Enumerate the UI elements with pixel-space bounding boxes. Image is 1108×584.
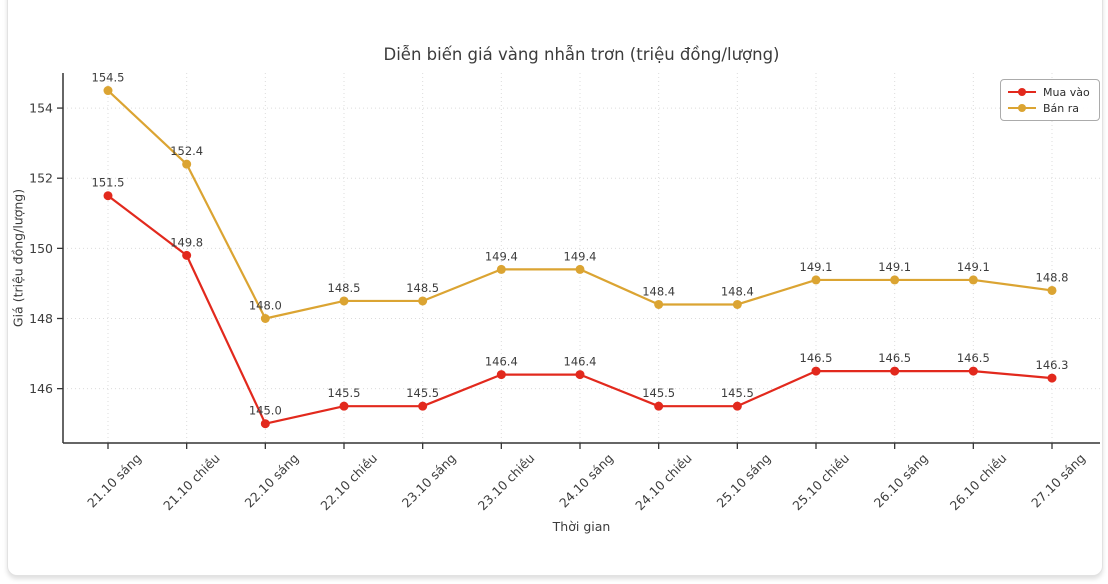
x-tick-label: 24.10 sáng <box>556 451 616 511</box>
x-tick-label: 25.10 chiều <box>789 451 852 514</box>
x-tick-label: 21.10 sáng <box>84 451 144 511</box>
x-tick-label: 23.10 sáng <box>399 451 459 511</box>
data-point-mua-vao <box>575 370 585 380</box>
y-tick-label: 154 <box>29 101 53 116</box>
data-point-ban-ra <box>339 296 349 306</box>
x-axis-title: Thời gian <box>552 519 611 534</box>
data-label-mua-vao: 146.5 <box>878 351 911 365</box>
data-point-mua-vao <box>182 250 192 260</box>
data-label-ban-ra: 152.4 <box>170 144 203 158</box>
data-label-ban-ra: 148.8 <box>1036 270 1069 284</box>
x-tick-label: 26.10 sáng <box>871 451 931 511</box>
data-point-mua-vao <box>654 401 664 411</box>
data-label-mua-vao: 149.8 <box>170 235 203 249</box>
legend-label-ban-ra: Bán ra <box>1043 101 1080 115</box>
data-point-ban-ra <box>103 86 113 96</box>
legend-line-sample-mua-vao <box>1008 88 1036 96</box>
data-label-ban-ra: 149.4 <box>485 249 518 263</box>
data-point-mua-vao <box>890 366 900 376</box>
data-point-mua-vao <box>418 401 428 411</box>
data-label-ban-ra: 148.0 <box>249 298 282 312</box>
data-point-mua-vao <box>811 366 821 376</box>
data-point-ban-ra <box>418 296 428 306</box>
chart-card <box>7 0 1103 576</box>
data-label-mua-vao: 145.5 <box>642 386 675 400</box>
data-point-ban-ra <box>732 299 742 309</box>
data-label-mua-vao: 145.0 <box>249 404 282 418</box>
legend-label-mua-vao: Mua vào <box>1043 85 1090 99</box>
data-label-mua-vao: 145.5 <box>328 386 361 400</box>
data-label-ban-ra: 149.1 <box>878 260 911 274</box>
data-label-ban-ra: 149.1 <box>800 260 833 274</box>
x-tick-label: 27.10 sáng <box>1028 451 1088 511</box>
data-label-ban-ra: 154.5 <box>92 71 125 85</box>
data-point-ban-ra <box>1047 285 1057 295</box>
data-label-mua-vao: 146.4 <box>564 355 597 369</box>
data-label-mua-vao: 145.5 <box>406 386 439 400</box>
data-label-ban-ra: 148.4 <box>721 284 754 298</box>
data-point-ban-ra <box>182 159 192 169</box>
x-tick-label: 26.10 chiều <box>947 451 1010 514</box>
series-line-ban-ra <box>107 89 1053 320</box>
y-tick-label: 148 <box>29 311 53 326</box>
y-tick-label: 150 <box>29 241 53 256</box>
data-point-ban-ra <box>575 264 585 274</box>
data-label-mua-vao: 151.5 <box>92 176 125 190</box>
data-point-mua-vao <box>339 401 349 411</box>
data-label-ban-ra: 148.5 <box>406 281 439 295</box>
data-label-mua-vao: 146.4 <box>485 355 518 369</box>
legend-item-mua-vao: Mua vào <box>1007 84 1093 100</box>
data-label-ban-ra: 148.5 <box>328 281 361 295</box>
chart-title: Diễn biến giá vàng nhẫn trơn (triệu đồng… <box>383 45 780 64</box>
data-point-mua-vao <box>103 191 113 201</box>
data-point-mua-vao <box>732 401 742 411</box>
data-label-mua-vao: 145.5 <box>721 386 754 400</box>
data-point-ban-ra <box>260 313 270 323</box>
data-label-mua-vao: 146.5 <box>800 351 833 365</box>
data-label-mua-vao: 146.3 <box>1036 358 1069 372</box>
data-point-mua-vao <box>1047 373 1057 383</box>
x-tick-label: 22.10 sáng <box>241 451 301 511</box>
data-point-mua-vao <box>260 419 270 429</box>
data-point-ban-ra <box>890 275 900 285</box>
data-point-mua-vao <box>496 370 506 380</box>
data-point-ban-ra <box>496 264 506 274</box>
x-tick-label: 25.10 sáng <box>713 451 773 511</box>
x-tick-label: 23.10 chiều <box>475 451 538 514</box>
data-point-mua-vao <box>968 366 978 376</box>
legend-item-ban-ra: Bán ra <box>1007 100 1093 116</box>
legend: Mua vào Bán ra <box>1000 79 1100 121</box>
data-label-ban-ra: 149.4 <box>564 249 597 263</box>
y-tick-label: 146 <box>29 381 53 396</box>
data-label-ban-ra: 148.4 <box>642 284 675 298</box>
x-tick-label: 24.10 chiều <box>632 451 695 514</box>
data-point-ban-ra <box>654 299 664 309</box>
data-label-mua-vao: 146.5 <box>957 351 990 365</box>
legend-line-sample-ban-ra <box>1008 104 1036 112</box>
data-point-ban-ra <box>968 275 978 285</box>
x-tick-label: 22.10 chiều <box>317 451 380 514</box>
x-tick-label: 21.10 chiều <box>160 451 223 514</box>
data-label-ban-ra: 149.1 <box>957 260 990 274</box>
data-point-ban-ra <box>811 275 821 285</box>
y-tick-label: 152 <box>29 171 53 186</box>
